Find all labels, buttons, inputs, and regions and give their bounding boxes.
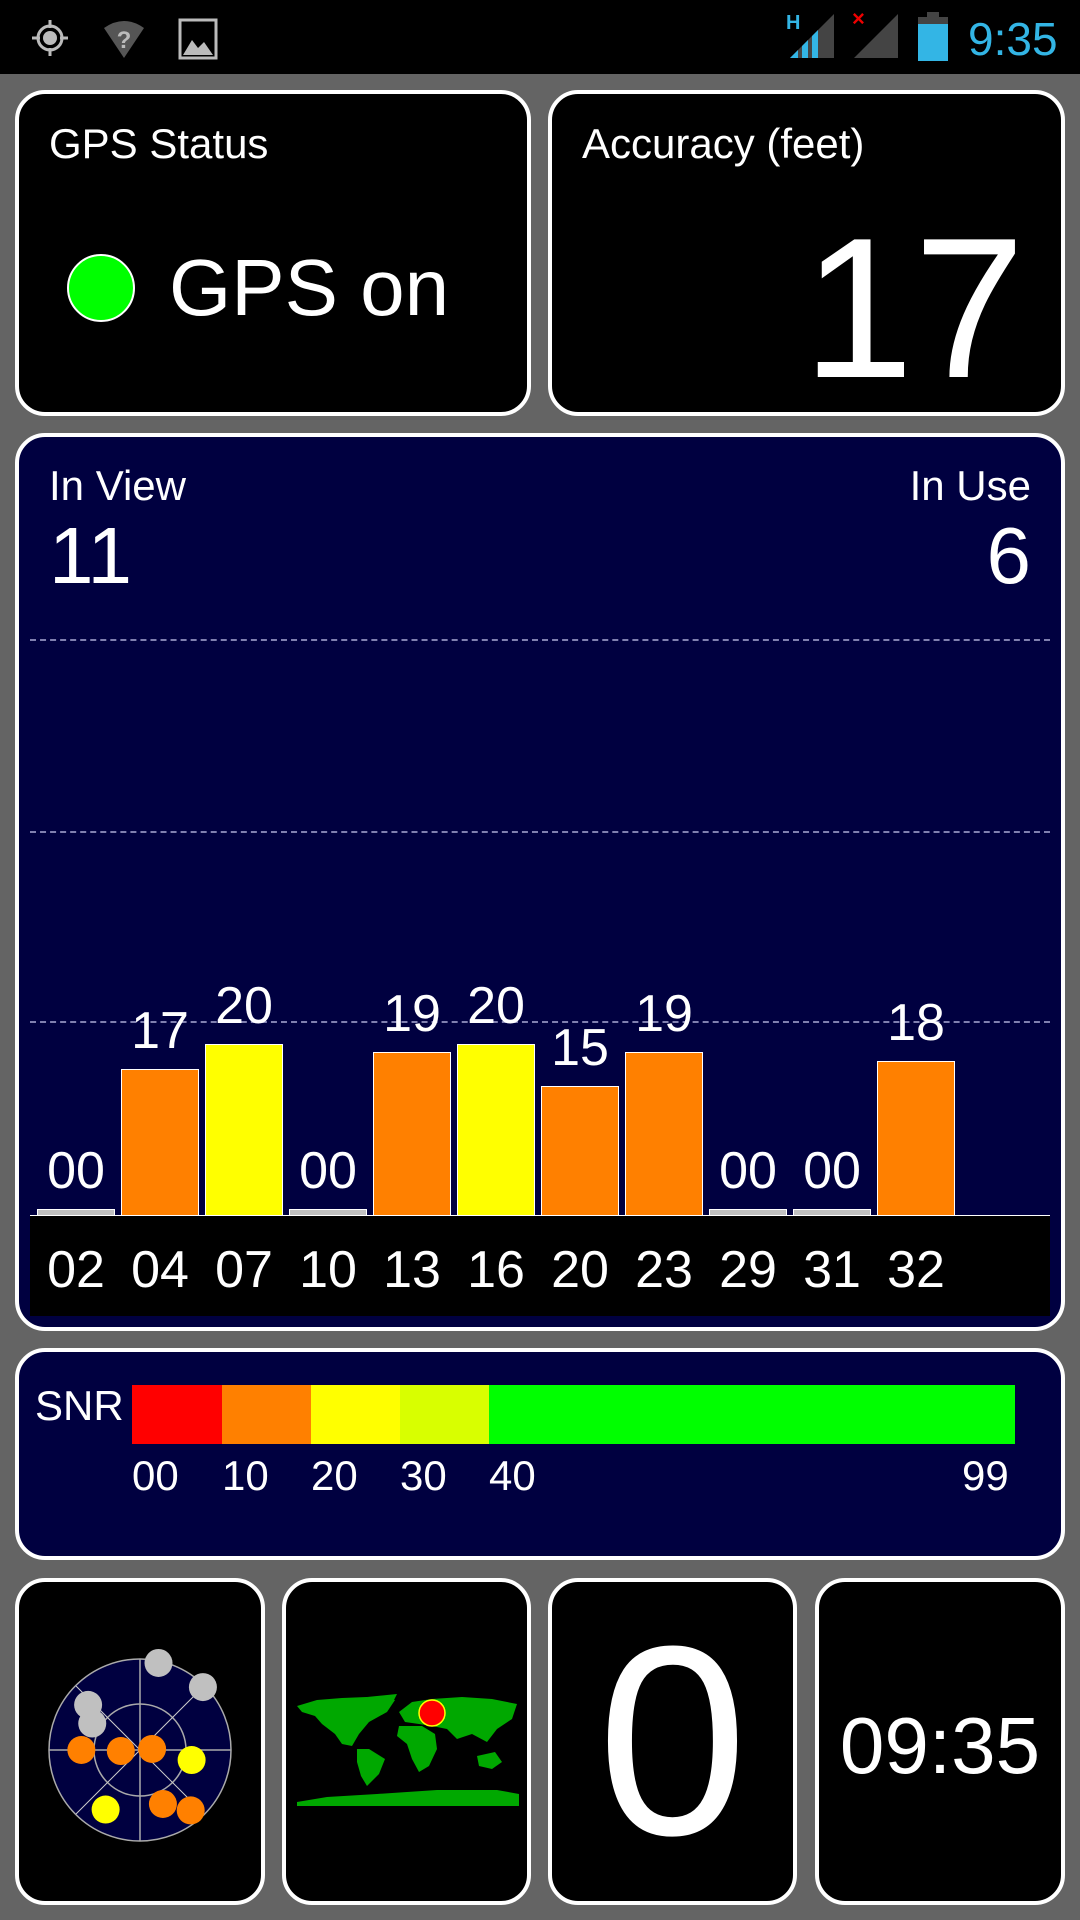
snr-color-segment [311, 1385, 400, 1444]
gps-status-title: GPS Status [49, 120, 269, 167]
satellite-signal-card[interactable] [15, 433, 1065, 1331]
gps-status-value: GPS on [169, 243, 450, 332]
snr-tick-label: 99 [962, 1452, 1009, 1499]
snr-tick-label: 30 [400, 1452, 447, 1499]
accuracy-value: 17 [802, 197, 1025, 416]
world-map-card[interactable] [282, 1578, 531, 1905]
satellite-dot [148, 1789, 177, 1818]
satellite-dot [67, 1736, 96, 1764]
accuracy-title: Accuracy (feet) [582, 120, 865, 167]
snr-legend-card: SNR [15, 1348, 1065, 1560]
snr-color-segment [400, 1385, 489, 1444]
satellite-dot [177, 1746, 206, 1775]
gps-icon [32, 20, 68, 56]
snr-tick-label: 00 [132, 1452, 179, 1499]
snr-color-segment [132, 1385, 222, 1444]
status-time: 9:35 [968, 13, 1058, 65]
network-type: H [786, 12, 801, 34]
clock-value: 09:35 [839, 1701, 1041, 1790]
satellite-dot [91, 1795, 120, 1824]
sky-plot [48, 1648, 232, 1842]
snr-tick-label: 20 [311, 1452, 358, 1499]
snr-tick-label: 10 [222, 1452, 269, 1499]
snr-color-segment [489, 1385, 1015, 1444]
satellite-dot [78, 1709, 107, 1738]
snr-label: SNR [35, 1382, 124, 1429]
wifi-unknown-icon: ? [104, 21, 144, 58]
signal-icon [790, 14, 834, 58]
battery-icon [918, 12, 948, 61]
no-signal-icon [854, 14, 898, 58]
snr-tick-label: 40 [489, 1452, 536, 1499]
satellite-dot [188, 1673, 217, 1702]
satellite-dot [176, 1796, 205, 1825]
status-bar: ? H × 9:35 [0, 0, 1080, 74]
accuracy-card[interactable]: Accuracy (feet) 17 [548, 90, 1065, 416]
gps-indicator-icon [67, 254, 135, 322]
snr-color-segment [222, 1385, 311, 1444]
satellite-dot [106, 1737, 135, 1766]
satellite-dot [138, 1734, 167, 1763]
satellite-dot [144, 1648, 173, 1677]
gps-status-card[interactable]: GPS Status GPS on [15, 90, 531, 416]
speed-value: 0 [597, 1591, 748, 1892]
svg-text:?: ? [117, 27, 132, 54]
location-marker [418, 1699, 446, 1727]
image-notification-icon [178, 18, 218, 60]
speed-card[interactable]: 0 [548, 1578, 797, 1905]
world-map-icon [297, 1694, 519, 1806]
sky-view-card[interactable] [15, 1578, 265, 1905]
no-signal-x: × [852, 6, 865, 31]
clock-card[interactable]: 09:35 [815, 1578, 1065, 1905]
